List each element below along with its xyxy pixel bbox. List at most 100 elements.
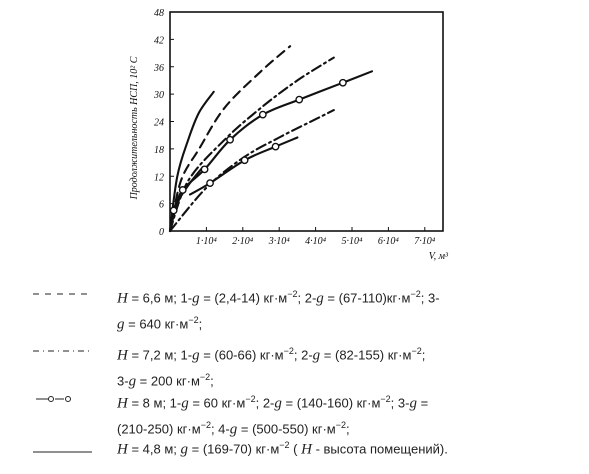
legend-text-run: = (416, 395, 429, 411)
y-tick-label: 12 (154, 172, 164, 183)
legend-text-2: H = 7,2 м; 1-g = (60-66) кг·м−2; 2-g = (… (117, 340, 537, 393)
data-point-marker (271, 142, 280, 151)
plot-area: 48 42 36 30 24 18 12 6 0 1·10⁴ 2·10⁴ 3·10⁴ 4·10⁴ 5·1… (153, 8, 444, 247)
legend-line-4a: H = 4,8 м; g = (169-70) кг·м−2 ( H - выс… (117, 434, 537, 460)
legend-text-3: H = 8 м; 1-g = 60 кг·м−2; 2-g = (140-160… (117, 388, 537, 441)
data-point-marker (240, 156, 249, 165)
legend-symbol-var: H (301, 441, 312, 458)
y-tick-label: 0 (159, 227, 164, 238)
legend-text-1: H = 6,6 м; 1-g = (2,4-14) кг·м−2; 2-g = … (117, 283, 537, 336)
legend-symbol-var: g (192, 290, 200, 307)
legend-text-run: = (60-66) кг·м (199, 347, 284, 363)
x-axis-ticks: 1·10⁴ 2·10⁴ 3·10⁴ 4·10⁴ 5·10⁴ 6·10⁴ 7·10⁴ (196, 227, 436, 247)
legend-symbol-var: g (316, 290, 324, 307)
legend-superscript: −2 (411, 346, 422, 356)
legend-symbol-var: g (180, 441, 189, 458)
legend-line-2a: H = 7,2 м; 1-g = (60-66) кг·м−2; 2-g = (… (117, 340, 537, 366)
series-line-4 (168, 109, 335, 233)
y-tick-label: 18 (154, 145, 164, 156)
legend-symbol-var: g (229, 421, 238, 438)
series-line-5 (168, 70, 374, 233)
legend-text-run: ; 2- (255, 395, 275, 411)
legend-line-3a: H = 8 м; 1-g = 60 кг·м−2; 2-g = (140-160… (117, 388, 537, 414)
legend-text-run: ; 4- (210, 421, 230, 437)
legend-symbol-var: g (117, 316, 125, 333)
legend-text-run: ; 2- (297, 290, 317, 306)
data-point-marker (200, 165, 209, 174)
legend-line-1b: g = 640 кг·м−2; (117, 309, 537, 335)
series-line-3 (168, 56, 335, 233)
legend-text-run: = (2,4-14) кг·м (199, 290, 288, 306)
legend-text-run: ; (210, 373, 214, 389)
legend-symbol-var: H (117, 290, 128, 307)
x-axis-label: V, м³ (429, 251, 449, 262)
legend-text-run: = 4,8 м; (127, 441, 181, 457)
x-tick-label: 4·10⁴ (305, 236, 327, 247)
legend-symbol-var: g (181, 395, 189, 412)
legend-superscript: −2 (245, 394, 256, 404)
legend-text-run: ; (198, 316, 203, 332)
data-point-marker (258, 110, 267, 119)
legend-text-run: ; 3- (390, 395, 410, 411)
data-point-marker (338, 78, 347, 87)
legend-text-run: = (67-110)кг·м (323, 290, 411, 306)
y-tick-label: 6 (159, 200, 164, 211)
legend-superscript: −2 (188, 315, 199, 326)
legend-symbol-var: g (192, 347, 200, 364)
series-line-2 (168, 45, 292, 233)
data-point-marker (206, 179, 214, 187)
legend-text-run: (210-250) кг·м (117, 421, 201, 437)
legend-superscript: −2 (200, 420, 211, 431)
x-tick-label: 2·10⁴ (232, 236, 254, 247)
series-line-1 (168, 90, 215, 233)
legend-symbol-var: H (117, 395, 128, 412)
legend-superscript: −2 (380, 394, 391, 404)
legend-text-run: ; (421, 347, 426, 363)
legend-text-run: = 7,2 м; 1- (127, 347, 193, 363)
legend-text-run: 3- (117, 373, 129, 389)
y-tick-label: 30 (153, 90, 164, 101)
legend-superscript: −2 (410, 289, 421, 299)
legend-text-run: = (82-155) кг·м (320, 347, 412, 363)
legend-text-run: ( (289, 441, 302, 457)
y-tick-label: 24 (154, 118, 164, 129)
legend-line-1a: H = 6,6 м; 1-g = (2,4-14) кг·м−2; 2-g = … (117, 283, 537, 309)
legend-text-run: ; 3- (420, 290, 440, 306)
x-tick-label: 3·10⁴ (268, 236, 291, 247)
legend-superscript: −2 (279, 440, 290, 450)
legend-symbol-var: g (409, 395, 417, 412)
legend-text-run: = 8 м; 1- (127, 395, 182, 411)
y-tick-label: 42 (154, 35, 164, 46)
legend-symbol-var: g (128, 373, 137, 390)
x-tick-label: 5·10⁴ (342, 236, 364, 247)
data-point-marker (226, 135, 234, 144)
y-tick-label: 36 (153, 63, 164, 74)
legend-superscript: −2 (199, 372, 211, 383)
series-line-7 (168, 166, 204, 233)
legend-symbol-var: g (312, 347, 321, 364)
legend-symbol-circle (36, 396, 71, 402)
legend-text-run: = 640 кг·м (124, 316, 189, 332)
data-point-marker (169, 206, 178, 215)
legend-symbols (33, 293, 92, 453)
markers (169, 78, 347, 215)
legend-text-run: = 200 кг·м (136, 373, 200, 389)
y-axis-label: Продолжительность НСП, 10² С (129, 56, 140, 200)
legend-symbol-var: H (117, 347, 128, 364)
legend-text-4: H = 4,8 м; g = (169-70) кг·м−2 ( H - выс… (117, 434, 537, 460)
legend-line-3b: (210-250) кг·м−2; 4-g = (500-550) кг·м−2… (117, 414, 537, 440)
legend-text-run: - высота помещений). (311, 441, 448, 457)
legend-line-2b: 3-g = 200 кг·м−2; (117, 366, 537, 392)
x-tick-label: 1·10⁴ (196, 236, 218, 247)
y-axis-ticks: 48 42 36 30 24 18 12 6 0 (153, 8, 174, 238)
curves (168, 45, 374, 233)
legend-superscript: −2 (283, 346, 294, 356)
legend-text-run: = (169-70) кг·м (188, 441, 280, 457)
legend-text-run: ; 2- (293, 347, 313, 363)
legend-symbol-var: H (117, 441, 128, 458)
legend-text-run: = (500-550) кг·м (237, 421, 336, 437)
legend-text-run: = 6,6 м; 1- (127, 290, 193, 306)
x-tick-label: 6·10⁴ (378, 236, 400, 247)
y-tick-label: 48 (154, 8, 164, 19)
